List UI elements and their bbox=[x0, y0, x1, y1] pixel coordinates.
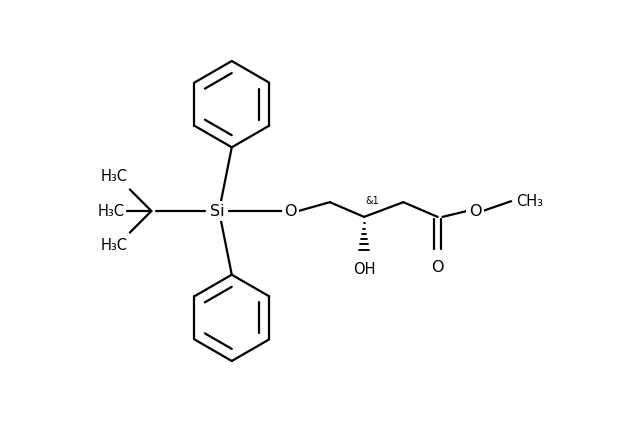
Text: CH₃: CH₃ bbox=[516, 194, 543, 209]
Text: O: O bbox=[468, 203, 481, 219]
Text: OH: OH bbox=[353, 262, 376, 277]
Text: Si: Si bbox=[210, 203, 225, 219]
Text: H₃C: H₃C bbox=[101, 168, 128, 184]
Text: O: O bbox=[431, 260, 444, 275]
Text: H₃C: H₃C bbox=[101, 238, 128, 254]
Text: &1: &1 bbox=[365, 196, 379, 206]
Text: H₃C: H₃C bbox=[98, 203, 125, 219]
Text: O: O bbox=[284, 203, 297, 219]
